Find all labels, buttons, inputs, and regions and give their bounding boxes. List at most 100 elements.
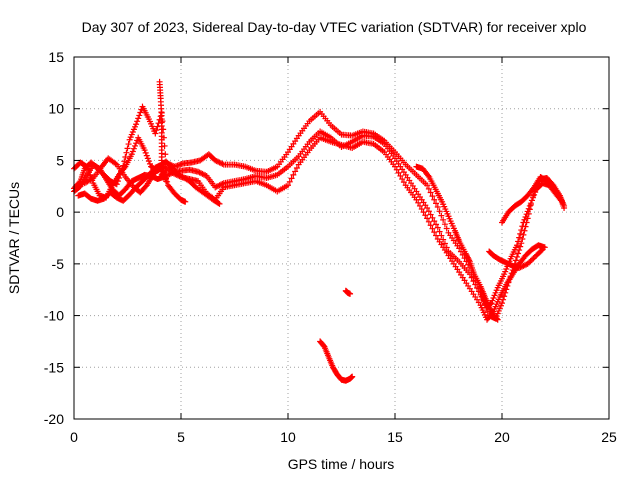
data-point xyxy=(400,179,407,186)
data-point xyxy=(216,200,223,207)
data-point xyxy=(456,245,463,252)
data-point xyxy=(163,178,170,185)
y-tick-label: -15 xyxy=(44,359,64,375)
data-point xyxy=(425,208,432,215)
data-point xyxy=(129,148,136,155)
data-point xyxy=(501,293,508,300)
data-point xyxy=(436,208,443,215)
data-point xyxy=(76,179,83,186)
data-point xyxy=(441,240,448,247)
data-point xyxy=(513,253,520,260)
data-point xyxy=(136,112,143,119)
data-point xyxy=(134,118,141,125)
data-point xyxy=(215,200,222,207)
data-point xyxy=(137,109,144,116)
data-point xyxy=(431,196,438,203)
data-point xyxy=(416,202,423,209)
data-point xyxy=(131,142,138,149)
y-axis-label: SDTVAR / TECUs xyxy=(6,182,22,294)
data-point xyxy=(141,147,148,154)
data-point xyxy=(418,206,425,213)
data-point xyxy=(525,210,532,217)
data-point xyxy=(438,212,445,219)
data-point xyxy=(290,171,297,178)
data-point xyxy=(154,123,161,130)
data-point xyxy=(427,211,434,218)
data-point xyxy=(528,256,535,263)
data-point xyxy=(539,246,546,253)
data-point xyxy=(518,227,525,234)
data-point xyxy=(538,247,545,254)
data-point xyxy=(516,247,523,254)
x-tick-label: 5 xyxy=(177,429,185,445)
data-point xyxy=(130,145,137,152)
data-point xyxy=(395,169,402,176)
data-point xyxy=(392,163,398,170)
data-point xyxy=(122,153,129,160)
series-arc-6 xyxy=(81,155,223,207)
data-point xyxy=(83,163,90,170)
data-point xyxy=(526,206,533,213)
data-point xyxy=(512,257,519,264)
data-point xyxy=(443,225,450,232)
data-point xyxy=(434,224,441,231)
data-point xyxy=(429,193,436,200)
chart-title: Day 307 of 2023, Sidereal Day-to-day VTE… xyxy=(82,19,587,35)
data-point xyxy=(347,290,354,297)
data-point xyxy=(518,240,525,247)
data-point xyxy=(499,300,505,307)
series-arc-7 xyxy=(486,246,546,271)
data-point xyxy=(494,316,501,323)
data-point xyxy=(288,175,295,182)
data-point xyxy=(425,218,432,225)
data-point xyxy=(84,166,91,173)
data-point xyxy=(515,238,522,245)
y-tick-label: -10 xyxy=(44,308,64,324)
data-point xyxy=(517,230,524,237)
data-point xyxy=(125,141,132,148)
data-point xyxy=(436,228,443,235)
data-point xyxy=(399,176,406,183)
x-tick-labels: 0 5 10 15 20 25 xyxy=(70,429,617,445)
data-point xyxy=(433,221,440,228)
data-point xyxy=(494,316,501,323)
data-point xyxy=(143,152,150,159)
data-point xyxy=(433,232,440,239)
data-point xyxy=(530,192,537,199)
data-point xyxy=(161,142,168,149)
data-point xyxy=(133,140,140,147)
data-point xyxy=(162,151,169,158)
data-point xyxy=(121,158,128,165)
data-point xyxy=(152,130,159,137)
data-point xyxy=(555,191,562,198)
data-point xyxy=(292,168,299,175)
x-tick-label: 0 xyxy=(70,429,78,445)
data-point xyxy=(145,158,152,165)
data-point xyxy=(520,231,527,238)
x-tick-label: 25 xyxy=(601,429,617,445)
series-arc-10 xyxy=(156,78,170,185)
data-point xyxy=(157,113,164,120)
data-point xyxy=(415,199,422,206)
series-arc-11 xyxy=(413,163,501,323)
data-point xyxy=(413,196,420,203)
data-point xyxy=(440,236,447,243)
data-point xyxy=(133,121,140,128)
data-point xyxy=(82,162,89,169)
y-tick-label: 5 xyxy=(56,152,64,168)
data-point xyxy=(517,243,524,250)
data-point xyxy=(530,185,537,192)
x-tick-label: 15 xyxy=(387,429,403,445)
data-point xyxy=(397,172,404,179)
data-point xyxy=(293,165,300,172)
data-point xyxy=(521,227,528,234)
data-point xyxy=(524,215,531,222)
data-point xyxy=(420,209,427,216)
data-point xyxy=(85,169,92,176)
data-point xyxy=(441,221,448,228)
y-tick-labels: -20 -15 -10 -5 0 5 10 15 xyxy=(44,49,64,427)
y-tick-label: 15 xyxy=(48,49,64,65)
y-tick-label: 10 xyxy=(48,101,64,117)
data-point xyxy=(135,115,142,122)
